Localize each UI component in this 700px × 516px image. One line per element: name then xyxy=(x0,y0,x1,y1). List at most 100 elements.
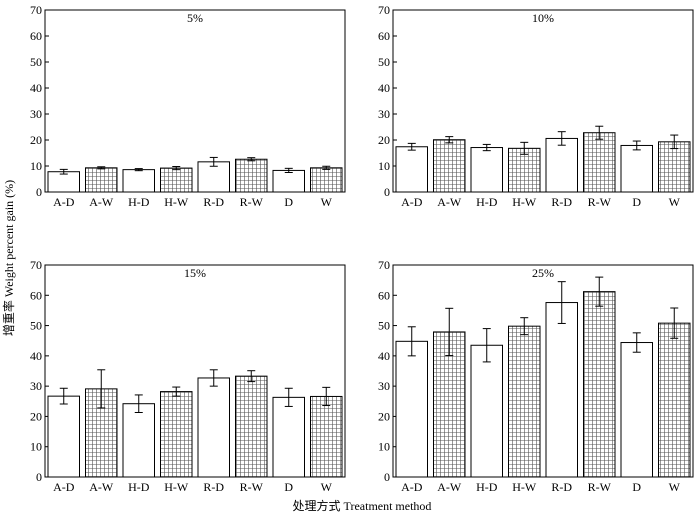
x-tick-label: D xyxy=(284,195,293,209)
x-tick-label: R-W xyxy=(588,480,612,494)
panel-title: 25% xyxy=(532,266,554,280)
y-tick-label: 10 xyxy=(30,159,42,173)
x-tick-label: R-D xyxy=(203,480,224,494)
x-tick-label: H-D xyxy=(128,195,150,209)
y-tick-label: 60 xyxy=(378,29,390,43)
bar-h-d xyxy=(470,147,503,193)
bar-d xyxy=(272,169,305,193)
y-tick-label: 70 xyxy=(30,258,42,272)
bar-w xyxy=(658,322,691,478)
bar-w xyxy=(658,141,691,193)
x-tick-label: H-W xyxy=(512,480,537,494)
y-tick-label: 40 xyxy=(30,349,42,363)
bar-r-w xyxy=(583,291,616,478)
chart-panel-10pct: 0 10 20 30 40 50 60 70 A-D A-W H-D H-W R-D R-W D W 10% xyxy=(378,3,694,209)
y-tick-label: 70 xyxy=(30,3,42,17)
plot-frame xyxy=(392,9,694,193)
x-tick-label: D xyxy=(284,480,293,494)
bar-a-w xyxy=(85,167,118,193)
bar-a-d xyxy=(47,171,80,193)
chart-panel-15pct: 0 10 20 30 40 50 60 70 A-D A-W H-D H-W R-D R-W D W 15% xyxy=(30,258,346,494)
bar-d xyxy=(620,342,653,478)
y-tick-label: 10 xyxy=(378,440,390,454)
x-tick-label: A-W xyxy=(89,480,114,494)
x-tick-label: R-W xyxy=(588,195,612,209)
bar-h-w xyxy=(160,167,193,193)
bar-w xyxy=(310,167,343,193)
y-tick-label: 0 xyxy=(384,470,390,484)
y-tick-label: 0 xyxy=(36,470,42,484)
y-tick-label: 20 xyxy=(378,409,390,423)
x-tick-label: H-D xyxy=(476,195,498,209)
y-tick-label: 0 xyxy=(384,185,390,199)
plot-frame xyxy=(44,9,346,193)
x-tick-label: H-D xyxy=(476,480,498,494)
y-tick-label: 50 xyxy=(30,319,42,333)
bar-a-d xyxy=(395,340,428,478)
x-tick-label: R-D xyxy=(203,195,224,209)
y-axis-title: 增重率 Weight percent gain (%) xyxy=(1,180,16,336)
y-tick-label: 50 xyxy=(378,319,390,333)
y-tick-label: 70 xyxy=(378,258,390,272)
x-tick-label: A-D xyxy=(53,195,75,209)
bar-r-d xyxy=(197,161,230,193)
y-tick-label: 30 xyxy=(30,107,42,121)
y-tick-label: 50 xyxy=(30,55,42,69)
y-tick-label: 0 xyxy=(36,185,42,199)
x-tick-label: W xyxy=(669,195,681,209)
x-tick-label: H-D xyxy=(128,480,150,494)
x-tick-label: R-W xyxy=(240,195,264,209)
x-tick-label: A-W xyxy=(437,195,462,209)
x-tick-label: H-W xyxy=(512,195,537,209)
bar-a-d xyxy=(395,146,428,193)
bar-d xyxy=(620,144,653,193)
y-tick-label: 40 xyxy=(378,349,390,363)
x-tick-label: D xyxy=(632,195,641,209)
panel-title: 15% xyxy=(184,266,206,280)
bar-w xyxy=(310,395,343,478)
x-tick-label: W xyxy=(321,480,333,494)
bar-a-d xyxy=(47,395,80,478)
y-tick-label: 20 xyxy=(30,133,42,147)
bar-r-d xyxy=(545,302,578,478)
y-tick-label: 60 xyxy=(30,288,42,302)
x-tick-label: A-W xyxy=(437,480,462,494)
x-tick-label: D xyxy=(632,480,641,494)
x-tick-label: W xyxy=(321,195,333,209)
bar-h-w xyxy=(508,325,541,478)
chart-panel-5pct: 0 10 20 30 40 50 60 70 A-D A-W H-D H-W R-D R-W D W 5% xyxy=(30,3,346,209)
y-tick-label: 30 xyxy=(30,379,42,393)
y-tick-label: 60 xyxy=(378,288,390,302)
x-tick-label: A-D xyxy=(53,480,75,494)
x-tick-label: A-D xyxy=(401,480,423,494)
bar-r-w xyxy=(235,375,268,478)
bar-d xyxy=(272,396,305,478)
bar-h-d xyxy=(470,344,503,478)
x-tick-label: R-D xyxy=(551,195,572,209)
y-tick-label: 70 xyxy=(378,3,390,17)
y-tick-label: 60 xyxy=(30,29,42,43)
bar-r-d xyxy=(545,137,578,193)
bar-h-d xyxy=(122,169,155,193)
bar-h-d xyxy=(122,403,155,478)
y-tick-label: 10 xyxy=(378,159,390,173)
y-tick-label: 40 xyxy=(378,81,390,95)
y-tick-label: 30 xyxy=(378,379,390,393)
y-tick-label: 30 xyxy=(378,107,390,121)
plot-frame xyxy=(44,264,346,478)
x-tick-label: W xyxy=(669,480,681,494)
y-tick-label: 20 xyxy=(30,409,42,423)
panel-title: 10% xyxy=(532,11,554,25)
y-tick-label: 10 xyxy=(30,440,42,454)
y-tick-label: 50 xyxy=(378,55,390,69)
x-tick-label: R-D xyxy=(551,480,572,494)
x-tick-label: A-D xyxy=(401,195,423,209)
y-tick-label: 40 xyxy=(30,81,42,95)
chart-panel-25pct: 0 10 20 30 40 50 60 70 A-D A-W H-D H-W R-D R-W D W 25% xyxy=(378,258,694,494)
x-tick-label: R-W xyxy=(240,480,264,494)
panel-title: 5% xyxy=(187,11,203,25)
bar-r-d xyxy=(197,377,230,478)
x-tick-label: H-W xyxy=(164,195,189,209)
bar-a-w xyxy=(433,139,466,193)
